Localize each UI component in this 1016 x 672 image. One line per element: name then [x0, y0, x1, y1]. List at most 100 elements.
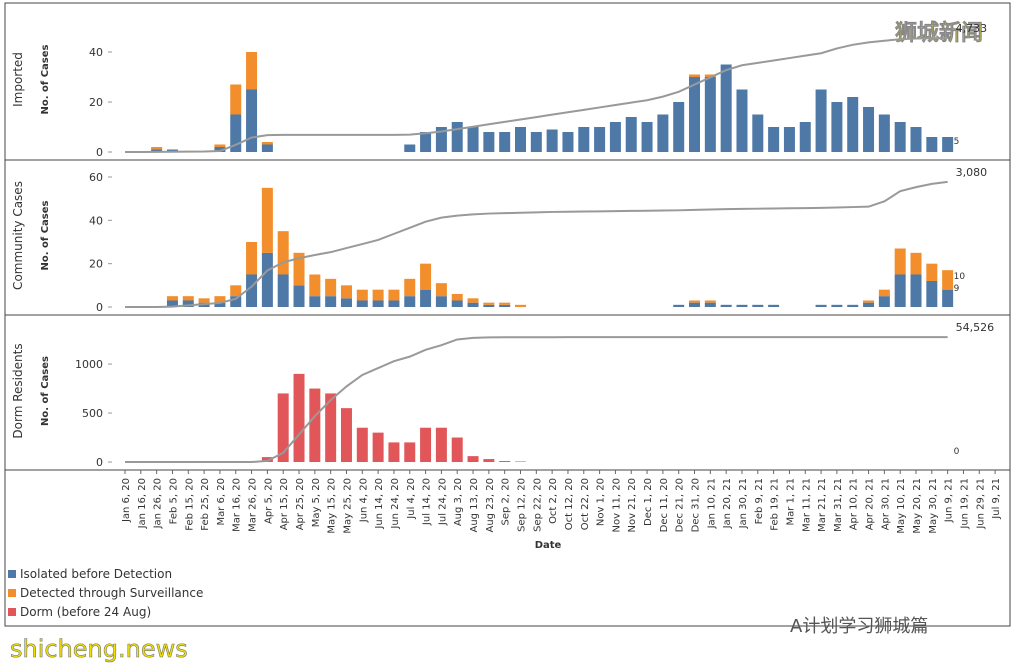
x-tick-label: May 30, 21	[928, 478, 939, 534]
legend-label: Isolated before Detection	[20, 567, 172, 581]
bar	[831, 305, 842, 307]
bar	[610, 122, 621, 152]
x-tick-label: Aug 23, 20	[485, 478, 496, 533]
end-label: 4,733	[956, 22, 988, 35]
bar	[452, 294, 463, 301]
bar	[388, 290, 399, 301]
x-tick-label: May 25, 20	[342, 478, 353, 534]
bar	[373, 433, 384, 462]
bar	[404, 279, 415, 296]
y-tick-label: 20	[89, 258, 103, 271]
bar	[452, 122, 463, 152]
bar	[626, 117, 637, 152]
bar	[499, 461, 510, 462]
bar	[911, 275, 922, 308]
x-tick-label: Jan 20, 21	[722, 478, 733, 529]
x-tick-label: Jun 4, 20	[358, 478, 369, 523]
bar	[863, 303, 874, 307]
bar	[705, 301, 716, 303]
x-tick-label: Mar 11, 21	[801, 478, 812, 532]
bar	[705, 303, 716, 307]
x-tick-label: Jul 14, 20	[422, 478, 433, 526]
bar	[926, 264, 937, 281]
bar	[420, 428, 431, 462]
x-tick-label: Jun 29, 21	[975, 478, 986, 530]
bar	[357, 428, 368, 462]
panel-title: Community Cases	[11, 181, 25, 290]
x-tick-label: Mar 16, 20	[232, 478, 243, 532]
x-tick-label: Nov 11, 20	[611, 478, 622, 533]
legend-label: Dorm (before 24 Aug)	[20, 605, 151, 619]
bar	[309, 389, 320, 462]
x-tick-label: Mar 26, 20	[248, 478, 259, 532]
x-tick-label: Jan 30, 21	[738, 478, 749, 529]
panel-title: Imported	[11, 52, 25, 107]
bar	[879, 296, 890, 307]
x-tick-label: Oct 12, 20	[564, 478, 575, 530]
bar	[879, 290, 890, 297]
y-axis-title: No. of Cases	[40, 356, 51, 426]
bar	[689, 75, 700, 78]
x-tick-label: Oct 22, 20	[580, 478, 591, 530]
last-value-label: 5	[954, 137, 960, 147]
y-tick-label: 60	[89, 171, 103, 184]
bar	[483, 305, 494, 307]
cumulative-line	[125, 337, 948, 462]
bar	[230, 85, 241, 115]
bar	[499, 305, 510, 307]
bar	[294, 285, 305, 307]
x-tick-label: Feb 9, 21	[754, 478, 765, 524]
x-tick-label: Aug 3, 20	[453, 478, 464, 526]
bar	[468, 127, 479, 152]
bar	[246, 52, 257, 90]
bar	[468, 456, 479, 462]
bar	[468, 303, 479, 307]
x-tick-label: Dec 1, 20	[643, 478, 654, 526]
bar	[531, 132, 542, 152]
x-axis-title: Date	[535, 540, 562, 551]
end-label: 54,526	[956, 321, 995, 334]
bar	[278, 231, 289, 274]
bar	[214, 145, 225, 148]
legend-swatch	[8, 608, 16, 616]
bar	[230, 285, 241, 296]
x-tick-label: Jun 24, 20	[390, 478, 401, 530]
watermark: shicheng.news	[10, 635, 188, 663]
bar	[420, 290, 431, 307]
bar	[926, 137, 937, 152]
bar	[452, 301, 463, 308]
bar	[341, 285, 352, 298]
bar	[452, 438, 463, 462]
bar	[895, 122, 906, 152]
x-tick-label: Mar 21, 21	[817, 478, 828, 532]
y-tick-label: 40	[89, 214, 103, 227]
x-tick-label: Dec 11, 20	[659, 478, 670, 532]
y-tick-label: 20	[89, 96, 103, 109]
last-value-label: 0	[954, 447, 960, 457]
bar	[831, 102, 842, 152]
bar	[784, 127, 795, 152]
bar	[167, 296, 178, 300]
bar	[657, 115, 668, 153]
x-tick-label: Feb 19, 21	[770, 478, 781, 531]
bar	[768, 305, 779, 307]
x-tick-label: Mar 1, 21	[785, 478, 796, 526]
bar	[436, 283, 447, 296]
bar	[689, 301, 700, 303]
x-tick-label: Apr 20, 21	[865, 478, 876, 530]
bar	[278, 275, 289, 308]
x-tick-label: Jun 19, 21	[959, 478, 970, 530]
x-tick-label: Mar 31, 21	[833, 478, 844, 532]
x-tick-label: Apr 5, 20	[263, 478, 274, 524]
bar	[436, 296, 447, 307]
bar	[547, 130, 558, 153]
bar	[515, 127, 526, 152]
y-axis-title: No. of Cases	[40, 200, 51, 270]
bar	[325, 279, 336, 296]
legend-label: Detected through Surveillance	[20, 586, 203, 600]
bar	[262, 142, 273, 145]
bar	[895, 275, 906, 308]
bar	[689, 77, 700, 152]
bar	[151, 147, 162, 150]
